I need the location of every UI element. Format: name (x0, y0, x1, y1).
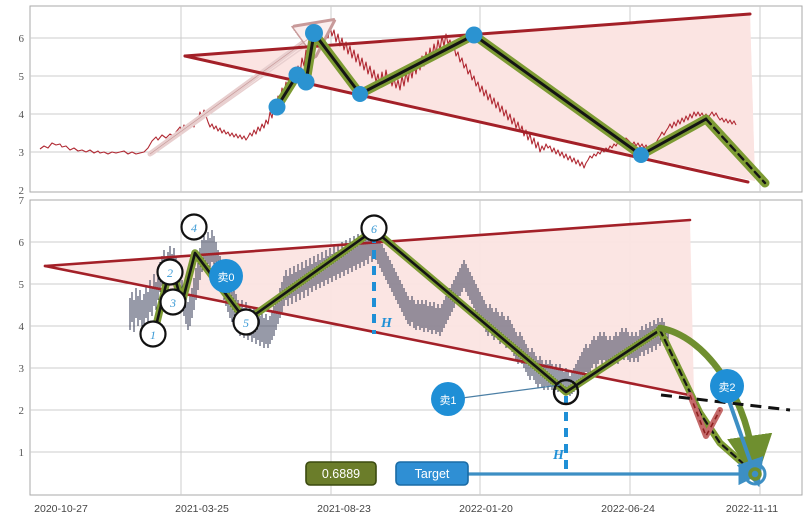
target-point-outer (743, 462, 767, 486)
lower-ytick-1: 1 (19, 447, 25, 459)
lower-ytick-4: 4 (19, 321, 25, 333)
upper-ytick-3: 3 (19, 147, 25, 159)
upper-zigzag-forecast (704, 117, 767, 185)
wave-label-3: 3 (159, 288, 187, 316)
wave-label-1: 1 (139, 320, 167, 348)
pivot-dot (268, 98, 286, 116)
wave-labels: 1 2 3 4 5 6 (139, 213, 388, 348)
upper-ytick-2: 2 (19, 185, 25, 197)
lower-trendline-bottom (43, 264, 696, 398)
lower-trendline-top (43, 218, 692, 268)
wave-label-4: 4 (180, 213, 208, 241)
wave-label-6-text: 6 (371, 222, 377, 236)
lower-ytick-5: 5 (19, 279, 25, 291)
wave-label-2-text: 2 (167, 266, 173, 280)
xtick-1: 2021-03-25 (175, 503, 229, 515)
pivot-dot (352, 86, 368, 102)
forecast-retrace-dash (689, 394, 721, 438)
lower-y-axis: 7 6 5 4 3 2 1 (19, 195, 25, 459)
xtick-4: 2022-06-24 (601, 503, 655, 515)
upper-trendline-bottom (183, 54, 750, 184)
wave-label-6: 6 (360, 214, 388, 242)
sell2-to-target-line (725, 394, 764, 488)
wave-label-1-text: 1 (150, 328, 156, 342)
lower-ytick-6: 6 (19, 237, 25, 249)
xtick-0: 2020-10-27 (34, 503, 88, 515)
wave-label-4-text: 4 (191, 221, 197, 235)
price-tag-label: 0.6889 (322, 467, 360, 481)
sell-signal-2[interactable]: 卖2 (710, 369, 744, 403)
pivot-dot (465, 26, 483, 44)
upper-rise-arrow-edge (149, 33, 316, 155)
pivot-dot (633, 147, 649, 163)
target-tag[interactable]: Target (395, 461, 469, 486)
pivot-dot (297, 73, 315, 91)
sell-signal-0-label: 卖0 (217, 271, 234, 284)
upper-ytick-6: 6 (19, 33, 25, 45)
lower-ytick-2: 2 (19, 405, 25, 417)
sell1-connector (461, 384, 561, 399)
xtick-5: 2022-11-11 (726, 503, 778, 515)
wave-label-5-text: 5 (243, 316, 249, 330)
h-label-2: H (552, 448, 565, 463)
wave-label-2: 2 (156, 258, 184, 286)
upper-ytick-5: 5 (19, 71, 25, 83)
wave-label-3-text: 3 (169, 296, 176, 310)
sell-signal-1-label: 卖1 (439, 394, 456, 407)
xtick-2: 2021-08-23 (317, 503, 371, 515)
target-point-inner (748, 467, 762, 481)
upper-ytick-4: 4 (19, 109, 25, 121)
wave-7-marker (552, 378, 580, 406)
xtick-3: 2022-01-20 (459, 503, 513, 515)
sell-signal-1[interactable]: 卖1 (431, 382, 465, 416)
upper-panel: 6 5 4 3 2 (19, 5, 803, 197)
lower-panel: 7 6 5 4 3 2 1 (19, 195, 803, 496)
upper-pivot-dots (268, 24, 649, 163)
sell-signal-2-label: 卖2 (718, 381, 735, 394)
lower-ytick-7: 7 (19, 195, 25, 207)
h-label-1: H (380, 316, 393, 331)
wave-label-5: 5 (232, 308, 260, 336)
sell-signal-0[interactable]: 卖0 (209, 259, 243, 293)
x-axis: 2020-10-27 2021-03-25 2021-08-23 2022-01… (34, 503, 778, 515)
target-tag-label: Target (415, 467, 450, 481)
upper-y-axis: 6 5 4 3 2 (19, 33, 25, 197)
lower-ytick-3: 3 (19, 363, 25, 375)
price-tag[interactable]: 0.6889 (305, 461, 377, 486)
pivot-dot (305, 24, 323, 42)
